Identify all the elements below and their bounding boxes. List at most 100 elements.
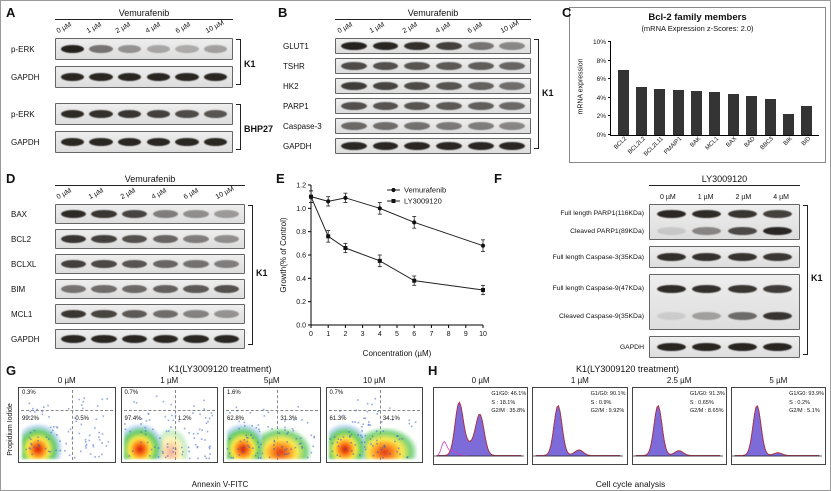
svg-text:1: 1 xyxy=(326,331,330,338)
blot-band xyxy=(60,335,86,343)
lane xyxy=(725,311,760,320)
lane xyxy=(654,284,689,293)
line-plot-area: 0.0 0.2 0.4 0.6 0.8 1.0 1.2 0 1 2 3 4 5 6 7 8 9 10 Vemuraf… xyxy=(277,175,489,364)
lane xyxy=(401,79,433,93)
panel-b-tag: B xyxy=(278,5,288,20)
svg-text:10: 10 xyxy=(479,331,487,338)
lane xyxy=(370,79,402,93)
protein-label: Full length PARP1(116KDa) xyxy=(560,209,644,217)
blot-band xyxy=(203,45,228,53)
density-cluster-shifted xyxy=(364,427,418,460)
dose-label: 5µM xyxy=(263,376,280,385)
chart-title: Bcl-2 family members xyxy=(648,12,747,23)
blot-band xyxy=(122,285,148,293)
bracket-line xyxy=(248,205,253,345)
blot-box xyxy=(55,204,245,224)
dose-label: 0 µM xyxy=(336,21,354,35)
cell-line-bracket: K1 xyxy=(800,204,826,364)
lane xyxy=(150,330,181,348)
lane xyxy=(496,59,528,73)
scatter-dots xyxy=(19,388,20,389)
lane xyxy=(760,284,795,293)
protein-label: GAPDH xyxy=(11,72,40,82)
blot-group: GLUT1 TSHR HK2 PARP1 Caspase-3 GAPDH K1 xyxy=(283,38,557,158)
lane xyxy=(115,104,144,124)
scatter-dots xyxy=(122,388,123,389)
bar-series: BCL2 BCL2L2 BCL2L11 PMAIP1 BAK MCL1 BAX BAD BBC3… xyxy=(611,42,819,158)
blot-band xyxy=(404,62,431,70)
lane xyxy=(465,79,497,93)
blot-box xyxy=(55,254,245,274)
dose-cell: 0 µM xyxy=(335,21,368,36)
lane xyxy=(465,139,497,153)
blot-band xyxy=(117,110,142,118)
flow-plot-area: 0.3% 99.2% 0.5% xyxy=(18,387,116,463)
y-tick-label: 6% xyxy=(596,76,606,84)
blot-band xyxy=(435,122,462,130)
cell-cycle-histogram xyxy=(434,401,524,457)
panel-f-western-blot: F LY3009120 0 µM 1 µM 2 µM 4 µM Full length… xyxy=(493,171,828,361)
blot-band xyxy=(122,210,148,218)
lane xyxy=(58,132,87,152)
debris-curve xyxy=(436,440,467,457)
lane xyxy=(150,230,181,248)
density-cluster xyxy=(226,423,267,460)
blot-band xyxy=(89,138,113,146)
cycle-stat-line: G2/M : 35.8% xyxy=(491,408,526,415)
lane xyxy=(144,132,173,152)
cycle-stats: G1/G0: 46.1% S : 18.1% G2/M : 35.8% xyxy=(491,390,526,416)
blot-band xyxy=(183,210,209,218)
dose-label: 10 µM xyxy=(204,19,225,35)
protein-label: GAPDH xyxy=(619,343,644,351)
blot-band xyxy=(146,110,171,118)
blot-row: TSHR xyxy=(283,58,531,74)
bar-cell: BAD xyxy=(743,42,761,149)
lane xyxy=(87,132,116,152)
bracket-line xyxy=(236,39,241,85)
blot-band xyxy=(60,45,85,53)
cycle-stat-line: G1/G0: 93.9% xyxy=(789,391,824,397)
gate-line-horizontal xyxy=(226,410,318,412)
spacer xyxy=(499,174,649,186)
dose-row: 0 µM 1 µM 2 µM 4 µM 6 µM 10 µM xyxy=(11,19,271,36)
spacer xyxy=(11,187,55,202)
lane xyxy=(760,226,795,235)
blot-band xyxy=(435,142,462,150)
blot-band xyxy=(499,122,526,130)
x-tick-label: BAK xyxy=(689,136,702,149)
lane xyxy=(181,255,212,273)
blot-band xyxy=(657,209,687,218)
blot-row: BIM xyxy=(11,279,245,299)
cycle-stat-line: G2/M : 9.92% xyxy=(590,408,625,415)
protein-label: p-ERK xyxy=(11,109,35,119)
blot-band xyxy=(89,45,113,53)
panel-g-flow-cytometry: G K1(LY3009120 treatment) Propidium Iodi… xyxy=(5,363,425,490)
lane xyxy=(654,343,689,351)
svg-text:0.2: 0.2 xyxy=(296,299,306,306)
panel-e-tag: E xyxy=(276,171,285,186)
lane xyxy=(654,226,689,235)
dose-label: 2 µM xyxy=(115,21,133,35)
model-fit-curve xyxy=(734,405,819,456)
blot-box xyxy=(55,131,233,153)
y-tick xyxy=(608,59,611,61)
blot-band xyxy=(175,73,199,81)
protein-label: TSHR xyxy=(283,61,305,71)
bar-cell: BID xyxy=(798,42,816,147)
lane xyxy=(725,253,760,261)
lane xyxy=(401,59,433,73)
blot-band xyxy=(499,62,526,70)
dose-cell: 10 µM xyxy=(498,20,531,36)
protein-label: p-ERK xyxy=(11,44,35,54)
model-fit-curve xyxy=(536,405,621,456)
spacer xyxy=(233,21,271,36)
bar-cell: MCL1 xyxy=(705,42,724,152)
dose-label: 1 µM xyxy=(87,187,105,201)
gate-line-vertical xyxy=(174,390,176,460)
lane xyxy=(689,209,724,218)
spacer xyxy=(531,8,557,20)
dose-row: 0 µM 1 µM 2 µM 4 µM xyxy=(499,187,826,202)
lane xyxy=(89,230,120,248)
lane xyxy=(433,59,465,73)
lane xyxy=(370,99,402,113)
